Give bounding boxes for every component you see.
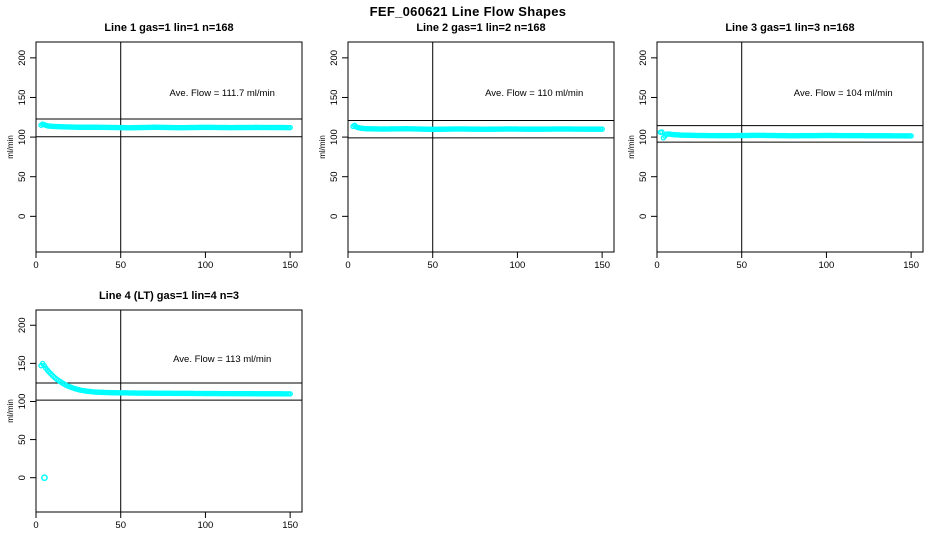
y-tick-label: 150: [17, 90, 28, 106]
plot-box: [347, 41, 615, 253]
y-tick-label: 50: [638, 171, 649, 182]
line3-plot-canvas: 0 50 100 150 0 50 100 150 200 ml/min Ave. Flow = 1…: [627, 41, 924, 271]
subplot-line4-title: Line 4 (LT) gas=1 lin=4 n=3: [98, 290, 240, 302]
x-tick-label: 0: [33, 260, 38, 271]
y-tick-label: 150: [329, 90, 340, 106]
y-tick-label: 0: [17, 475, 28, 480]
x-tick-label: 0: [33, 520, 38, 531]
line4-plot-canvas: 0 50 100 150 0 50 100 150 200 ml/min Ave. Flow = 1…: [6, 309, 303, 531]
y-tick-label: 150: [638, 90, 649, 106]
data-point: [287, 124, 293, 131]
y-axis-label: ml/min: [6, 399, 15, 423]
y-tick-label: 100: [329, 129, 340, 145]
y-tick-label: 0: [17, 214, 28, 219]
x-tick-label: 0: [654, 260, 659, 271]
ave-flow-annotation: Ave. Flow = 110 ml/min: [485, 88, 583, 99]
subplot-line3: Line 3 gas=1 lin=3 n=168 0 50 100 150 0 50 100…: [625, 20, 929, 284]
y-axis-label: ml/min: [6, 135, 15, 159]
y-tick-label: 100: [17, 394, 28, 410]
plot-box: [35, 309, 303, 513]
plot-box: [656, 41, 924, 253]
x-tick-label: 50: [736, 260, 747, 271]
y-tick-label: 200: [17, 317, 28, 333]
y-tick-label: 100: [638, 129, 649, 145]
line1-plot-canvas: 0 50 100 150 0 50 100 150 200 ml/min Ave. Flow = 1…: [6, 41, 303, 271]
y-tick-label: 0: [329, 214, 340, 219]
subplot-line1: Line 1 gas=1 lin=1 n=168 0 50 100 150 0 50 100…: [4, 20, 308, 284]
data-point: [908, 133, 914, 139]
y-tick-label: 200: [17, 50, 28, 66]
x-tick-label: 150: [594, 260, 610, 271]
x-tick-label: 100: [818, 260, 834, 271]
ave-flow-annotation: Ave. Flow = 113 ml/min: [173, 354, 271, 365]
x-tick-label: 100: [197, 260, 213, 271]
subplot-line4: Line 4 (LT) gas=1 lin=4 n=3 0 50 100 150 0 50…: [4, 288, 308, 540]
line2-plot-canvas: 0 50 100 150 0 50 100 150 200 ml/min Ave. Flow = 1…: [318, 41, 615, 271]
x-tick-label: 150: [282, 520, 298, 531]
plot-box: [35, 41, 303, 253]
x-tick-label: 100: [197, 520, 213, 531]
ave-flow-annotation: Ave. Flow = 104 ml/min: [794, 88, 893, 99]
y-tick-label: 200: [638, 50, 649, 66]
ave-flow-annotation: Ave. Flow = 111.7 ml/min: [170, 88, 275, 99]
y-tick-label: 150: [17, 355, 28, 371]
y-axis-label: ml/min: [318, 135, 327, 159]
y-tick-label: 50: [329, 171, 340, 182]
data-point: [599, 126, 605, 132]
y-axis-label: ml/min: [627, 135, 636, 159]
data-point: [659, 129, 665, 135]
y-tick-label: 0: [638, 214, 649, 219]
outlier-data-point: [41, 474, 48, 482]
x-tick-label: 50: [427, 260, 438, 271]
subplot-line3-title: Line 3 gas=1 lin=3 n=168: [725, 22, 855, 34]
x-tick-label: 150: [282, 260, 298, 271]
x-tick-label: 0: [345, 260, 350, 271]
subplot-line2-title: Line 2 gas=1 lin=2 n=168: [416, 22, 546, 34]
x-tick-label: 50: [115, 520, 126, 531]
page-title: FEF_060621 Line Flow Shapes: [369, 4, 567, 19]
subplot-line2: Line 2 gas=1 lin=2 n=168 0 50 100 150 0 50 100…: [316, 20, 620, 284]
subplot-line1-title: Line 1 gas=1 lin=1 n=168: [104, 22, 234, 34]
x-tick-label: 50: [115, 260, 126, 271]
y-tick-label: 100: [17, 129, 28, 145]
y-tick-label: 50: [17, 171, 28, 182]
data-point: [287, 391, 293, 397]
y-tick-label: 200: [329, 50, 340, 66]
y-tick-label: 50: [17, 434, 28, 445]
x-tick-label: 100: [509, 260, 525, 271]
x-tick-label: 150: [903, 260, 919, 271]
